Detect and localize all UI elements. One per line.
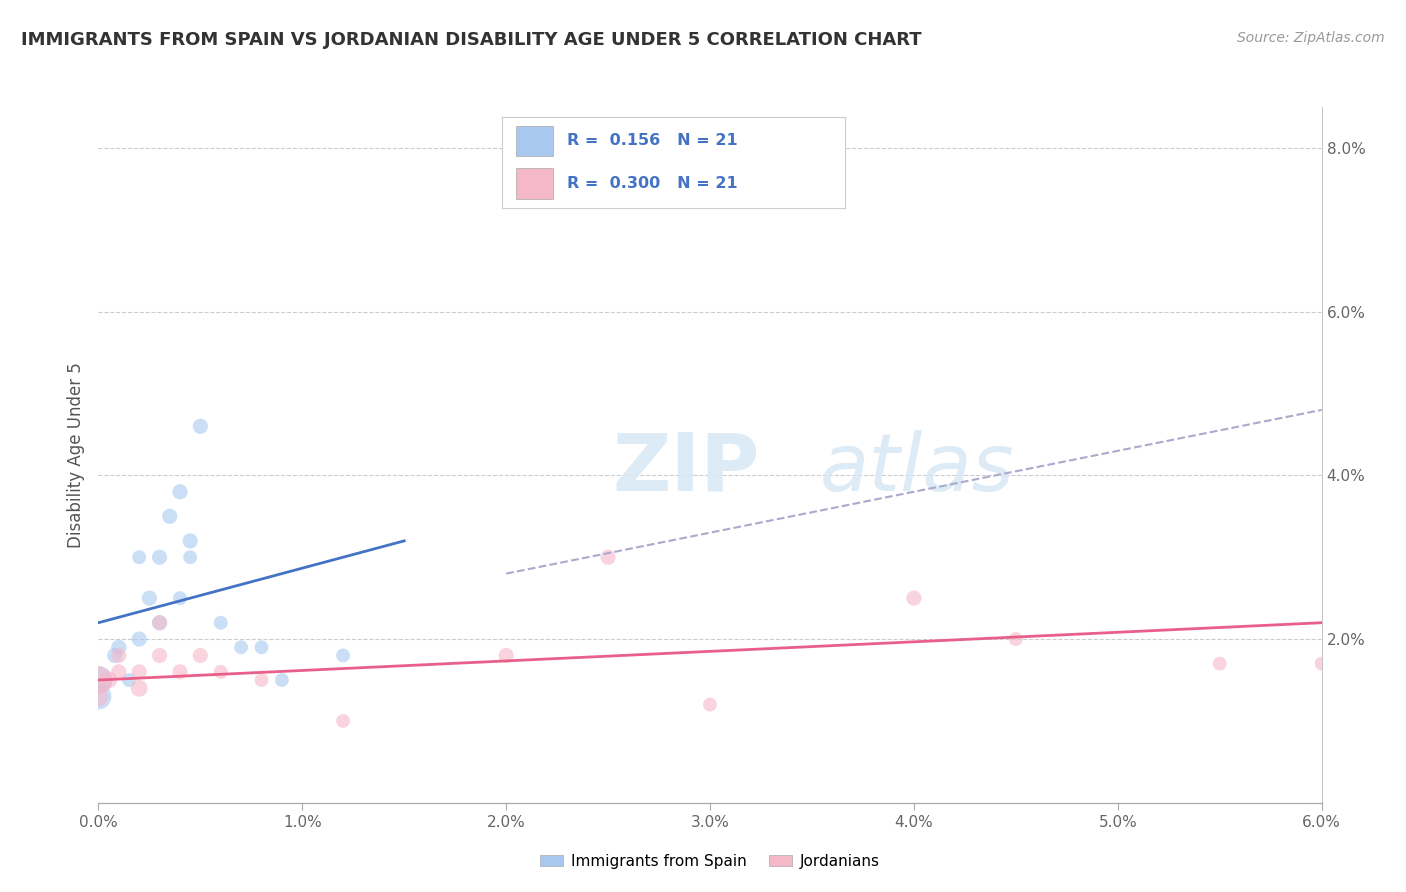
Point	[903, 591, 925, 606]
Point	[250, 640, 273, 655]
Point	[149, 648, 172, 663]
Point	[169, 665, 191, 679]
Point	[1004, 632, 1026, 646]
Point	[159, 509, 181, 524]
Text: Source: ZipAtlas.com: Source: ZipAtlas.com	[1237, 31, 1385, 45]
Point	[149, 550, 172, 565]
Point	[598, 550, 620, 565]
Point	[104, 648, 127, 663]
Point	[209, 615, 232, 630]
Text: ZIP: ZIP	[612, 430, 759, 508]
Point	[1208, 657, 1232, 671]
Point	[169, 484, 191, 499]
Point	[169, 591, 191, 606]
Legend: Immigrants from Spain, Jordanians: Immigrants from Spain, Jordanians	[534, 848, 886, 875]
Point	[495, 648, 517, 663]
Point	[188, 648, 212, 663]
Point	[108, 640, 131, 655]
Point	[118, 673, 141, 687]
Point	[138, 591, 160, 606]
Point	[97, 673, 120, 687]
Text: IMMIGRANTS FROM SPAIN VS JORDANIAN DISABILITY AGE UNDER 5 CORRELATION CHART: IMMIGRANTS FROM SPAIN VS JORDANIAN DISAB…	[21, 31, 922, 49]
Point	[179, 550, 201, 565]
Point	[87, 673, 110, 687]
Point	[250, 673, 273, 687]
Point	[87, 690, 110, 704]
Point	[87, 673, 110, 687]
Text: atlas: atlas	[820, 430, 1015, 508]
Point	[108, 665, 131, 679]
Point	[179, 533, 201, 548]
Point	[231, 640, 253, 655]
Point	[1310, 657, 1333, 671]
Point	[332, 714, 354, 728]
Point	[128, 550, 150, 565]
Point	[128, 665, 150, 679]
Point	[87, 690, 110, 704]
Point	[128, 681, 150, 696]
Point	[128, 632, 150, 646]
Point	[108, 648, 131, 663]
Y-axis label: Disability Age Under 5: Disability Age Under 5	[66, 362, 84, 548]
Point	[188, 419, 212, 434]
Point	[149, 615, 172, 630]
Point	[699, 698, 721, 712]
Point	[270, 673, 292, 687]
Point	[149, 615, 172, 630]
Point	[209, 665, 232, 679]
Point	[332, 648, 354, 663]
